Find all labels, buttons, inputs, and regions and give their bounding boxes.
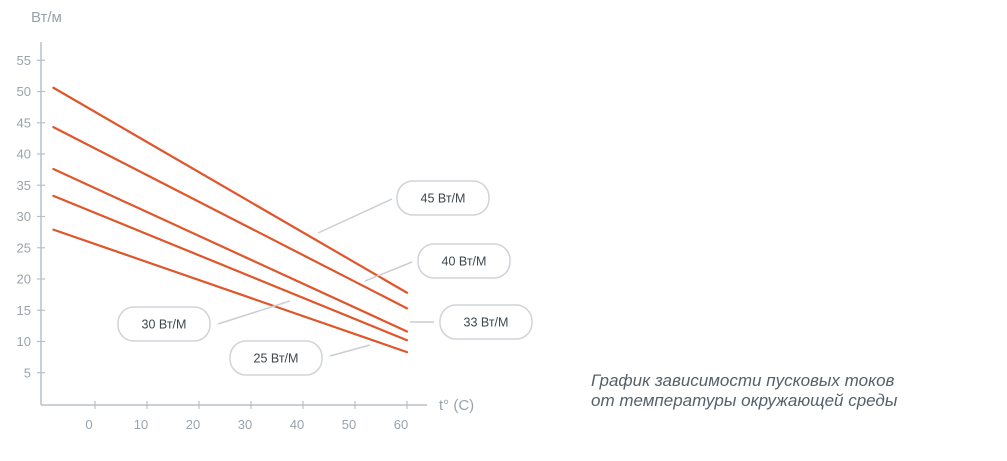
callout-leader	[217, 300, 291, 325]
x-tick-label: 60	[394, 417, 408, 432]
y-tick-label: 55	[17, 53, 31, 68]
callout-pill	[117, 306, 211, 342]
callout-leader	[317, 198, 393, 234]
caption-line-1: График зависимости пусковых токов	[591, 371, 895, 390]
callout-pill	[396, 180, 490, 216]
y-tick-label: 10	[17, 334, 31, 349]
callout-leader	[329, 344, 371, 357]
series-line	[52, 228, 409, 354]
callout-label: 30 Вт/М	[142, 318, 187, 332]
x-tick-label: 20	[186, 417, 200, 432]
y-tick-label: 50	[17, 84, 31, 99]
series-line	[52, 194, 409, 342]
callout-label: 45 Вт/М	[421, 192, 466, 206]
x-tick-label: 10	[134, 417, 148, 432]
series-line	[52, 167, 409, 333]
callout-pill	[229, 340, 323, 376]
callout-label: 33 Вт/М	[464, 316, 509, 330]
callout-pill	[439, 304, 533, 340]
x-tick-label: 30	[238, 417, 252, 432]
series-line	[52, 86, 409, 294]
x-tick-label: 0	[85, 417, 92, 432]
y-tick-label: 20	[17, 272, 31, 287]
y-tick-label: 45	[17, 115, 31, 130]
y-tick-label: 40	[17, 147, 31, 162]
x-axis-label: t° (C)	[439, 397, 474, 414]
callout-leader	[364, 261, 413, 282]
callout-label: 25 Вт/М	[254, 352, 299, 366]
x-tick-label: 40	[290, 417, 304, 432]
series-line	[52, 126, 409, 310]
callout-label: 40 Вт/М	[442, 255, 487, 269]
y-tick-label: 30	[17, 209, 31, 224]
chart-caption: График зависимости пусковых токов от тем…	[591, 371, 991, 411]
y-axis-label: Вт/м	[31, 9, 62, 26]
callout-pill	[417, 243, 511, 279]
y-tick-label: 35	[17, 178, 31, 193]
y-tick-label: 25	[17, 240, 31, 255]
x-tick-label: 50	[342, 417, 356, 432]
caption-line-2: от температуры окружающей среды	[591, 391, 898, 410]
y-tick-label: 5	[24, 365, 31, 380]
y-tick-label: 15	[17, 303, 31, 318]
